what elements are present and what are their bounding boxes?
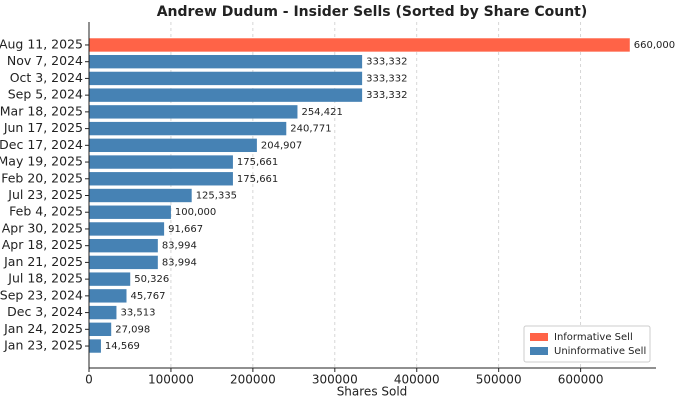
bar [89,38,630,52]
legend-swatch [530,333,548,341]
value-label: 50,326 [134,274,169,285]
chart-title: Andrew Dudum - Insider Sells (Sorted by … [157,4,588,20]
bar [89,222,165,236]
y-tick-label: Jul 18, 2025 [7,271,83,286]
y-tick-label: Mar 18, 2025 [0,103,83,118]
bar [89,88,363,102]
legend-label: Informative Sell [554,332,633,343]
bar [89,305,117,320]
bar [89,289,127,303]
bar [89,272,131,286]
value-label: 333,332 [366,57,407,68]
value-label: 333,332 [366,90,407,101]
bar [89,339,101,353]
bar [89,205,171,219]
x-tick-label: 300000 [312,373,358,387]
y-tick-label: Dec 17, 2024 [0,137,83,152]
value-label: 14,569 [105,341,140,352]
y-tick-label: Aug 11, 2025 [0,36,83,51]
y-tick-label: Sep 23, 2024 [0,287,83,302]
y-tick-label: Oct 3, 2024 [10,70,83,85]
value-label: 83,994 [162,257,197,268]
value-label: 91,667 [168,224,203,235]
value-label: 45,767 [130,291,165,302]
value-label: 175,661 [237,157,278,168]
y-tick-label: Feb 4, 2025 [9,204,83,219]
y-tick-label: Apr 30, 2025 [2,220,83,235]
y-tick-label: Sep 5, 2024 [8,87,83,102]
x-tick-label: 200000 [230,373,276,387]
y-tick-label: Nov 7, 2024 [7,53,83,68]
value-label: 254,421 [301,107,342,118]
value-label: 660,000 [634,40,675,51]
y-tick-label: Jan 21, 2025 [3,254,83,269]
y-tick-label: Jun 17, 2025 [3,120,83,135]
legend-label: Uninformative Sell [554,346,646,357]
bar [89,238,158,253]
bar [89,138,257,153]
legend-swatch [530,347,548,355]
value-label: 240,771 [290,124,331,135]
bar [89,71,363,86]
bar [89,255,158,270]
bar [89,155,233,169]
y-tick-label: Apr 18, 2025 [2,237,83,252]
x-tick-label: 500000 [476,373,522,387]
value-label: 33,513 [120,308,155,319]
bar [89,121,287,136]
value-label: 125,335 [196,191,237,202]
x-tick-label: 0 [85,373,93,387]
value-label: 27,098 [115,324,150,335]
bar [89,105,298,119]
y-tick-label: Jan 23, 2025 [3,338,83,353]
y-tick-label: Feb 20, 2025 [1,170,83,185]
bar [89,172,233,186]
value-label: 333,332 [366,73,407,84]
legend-box [523,325,651,363]
x-tick-label: 400000 [394,373,440,387]
x-tick-label: 100000 [148,373,194,387]
value-label: 100,000 [175,207,216,218]
y-tick-label: Dec 3, 2024 [7,304,83,319]
value-label: 83,994 [162,241,197,252]
y-tick-label: Jul 23, 2025 [7,187,83,202]
x-tick-label: 600000 [558,373,604,387]
x-axis-label: Shares Sold [337,385,408,399]
bar [89,322,112,337]
y-tick-label: May 19, 2025 [0,154,83,169]
value-label: 204,907 [261,140,302,151]
bar [89,188,192,203]
bar [89,54,363,69]
value-label: 175,661 [237,174,278,185]
y-tick-label: Jan 24, 2025 [3,321,83,336]
